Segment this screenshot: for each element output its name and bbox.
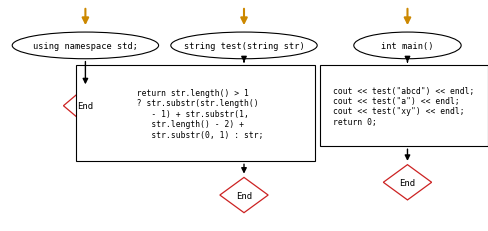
Bar: [76, 66, 315, 162]
Text: cout << test("abcd") << endl;
cout << test("a") << endl;
cout << test("xy") << e: cout << test("abcd") << endl; cout << te…: [333, 86, 474, 126]
Text: End: End: [77, 102, 94, 111]
Text: using namespace std;: using namespace std;: [33, 42, 138, 51]
Text: return str.length() > 1
  ? str.substr(str.length()
     - 1) + str.substr(1,
  : return str.length() > 1 ? str.substr(str…: [127, 88, 264, 139]
Ellipse shape: [171, 33, 317, 59]
Polygon shape: [63, 88, 107, 125]
Ellipse shape: [12, 33, 159, 59]
Text: string test(string str): string test(string str): [183, 42, 305, 51]
Text: int main(): int main(): [381, 42, 434, 51]
Polygon shape: [220, 178, 268, 213]
Text: End: End: [399, 178, 416, 187]
Text: End: End: [236, 191, 252, 200]
Polygon shape: [384, 165, 431, 200]
Ellipse shape: [354, 33, 461, 59]
Bar: [320, 66, 488, 147]
